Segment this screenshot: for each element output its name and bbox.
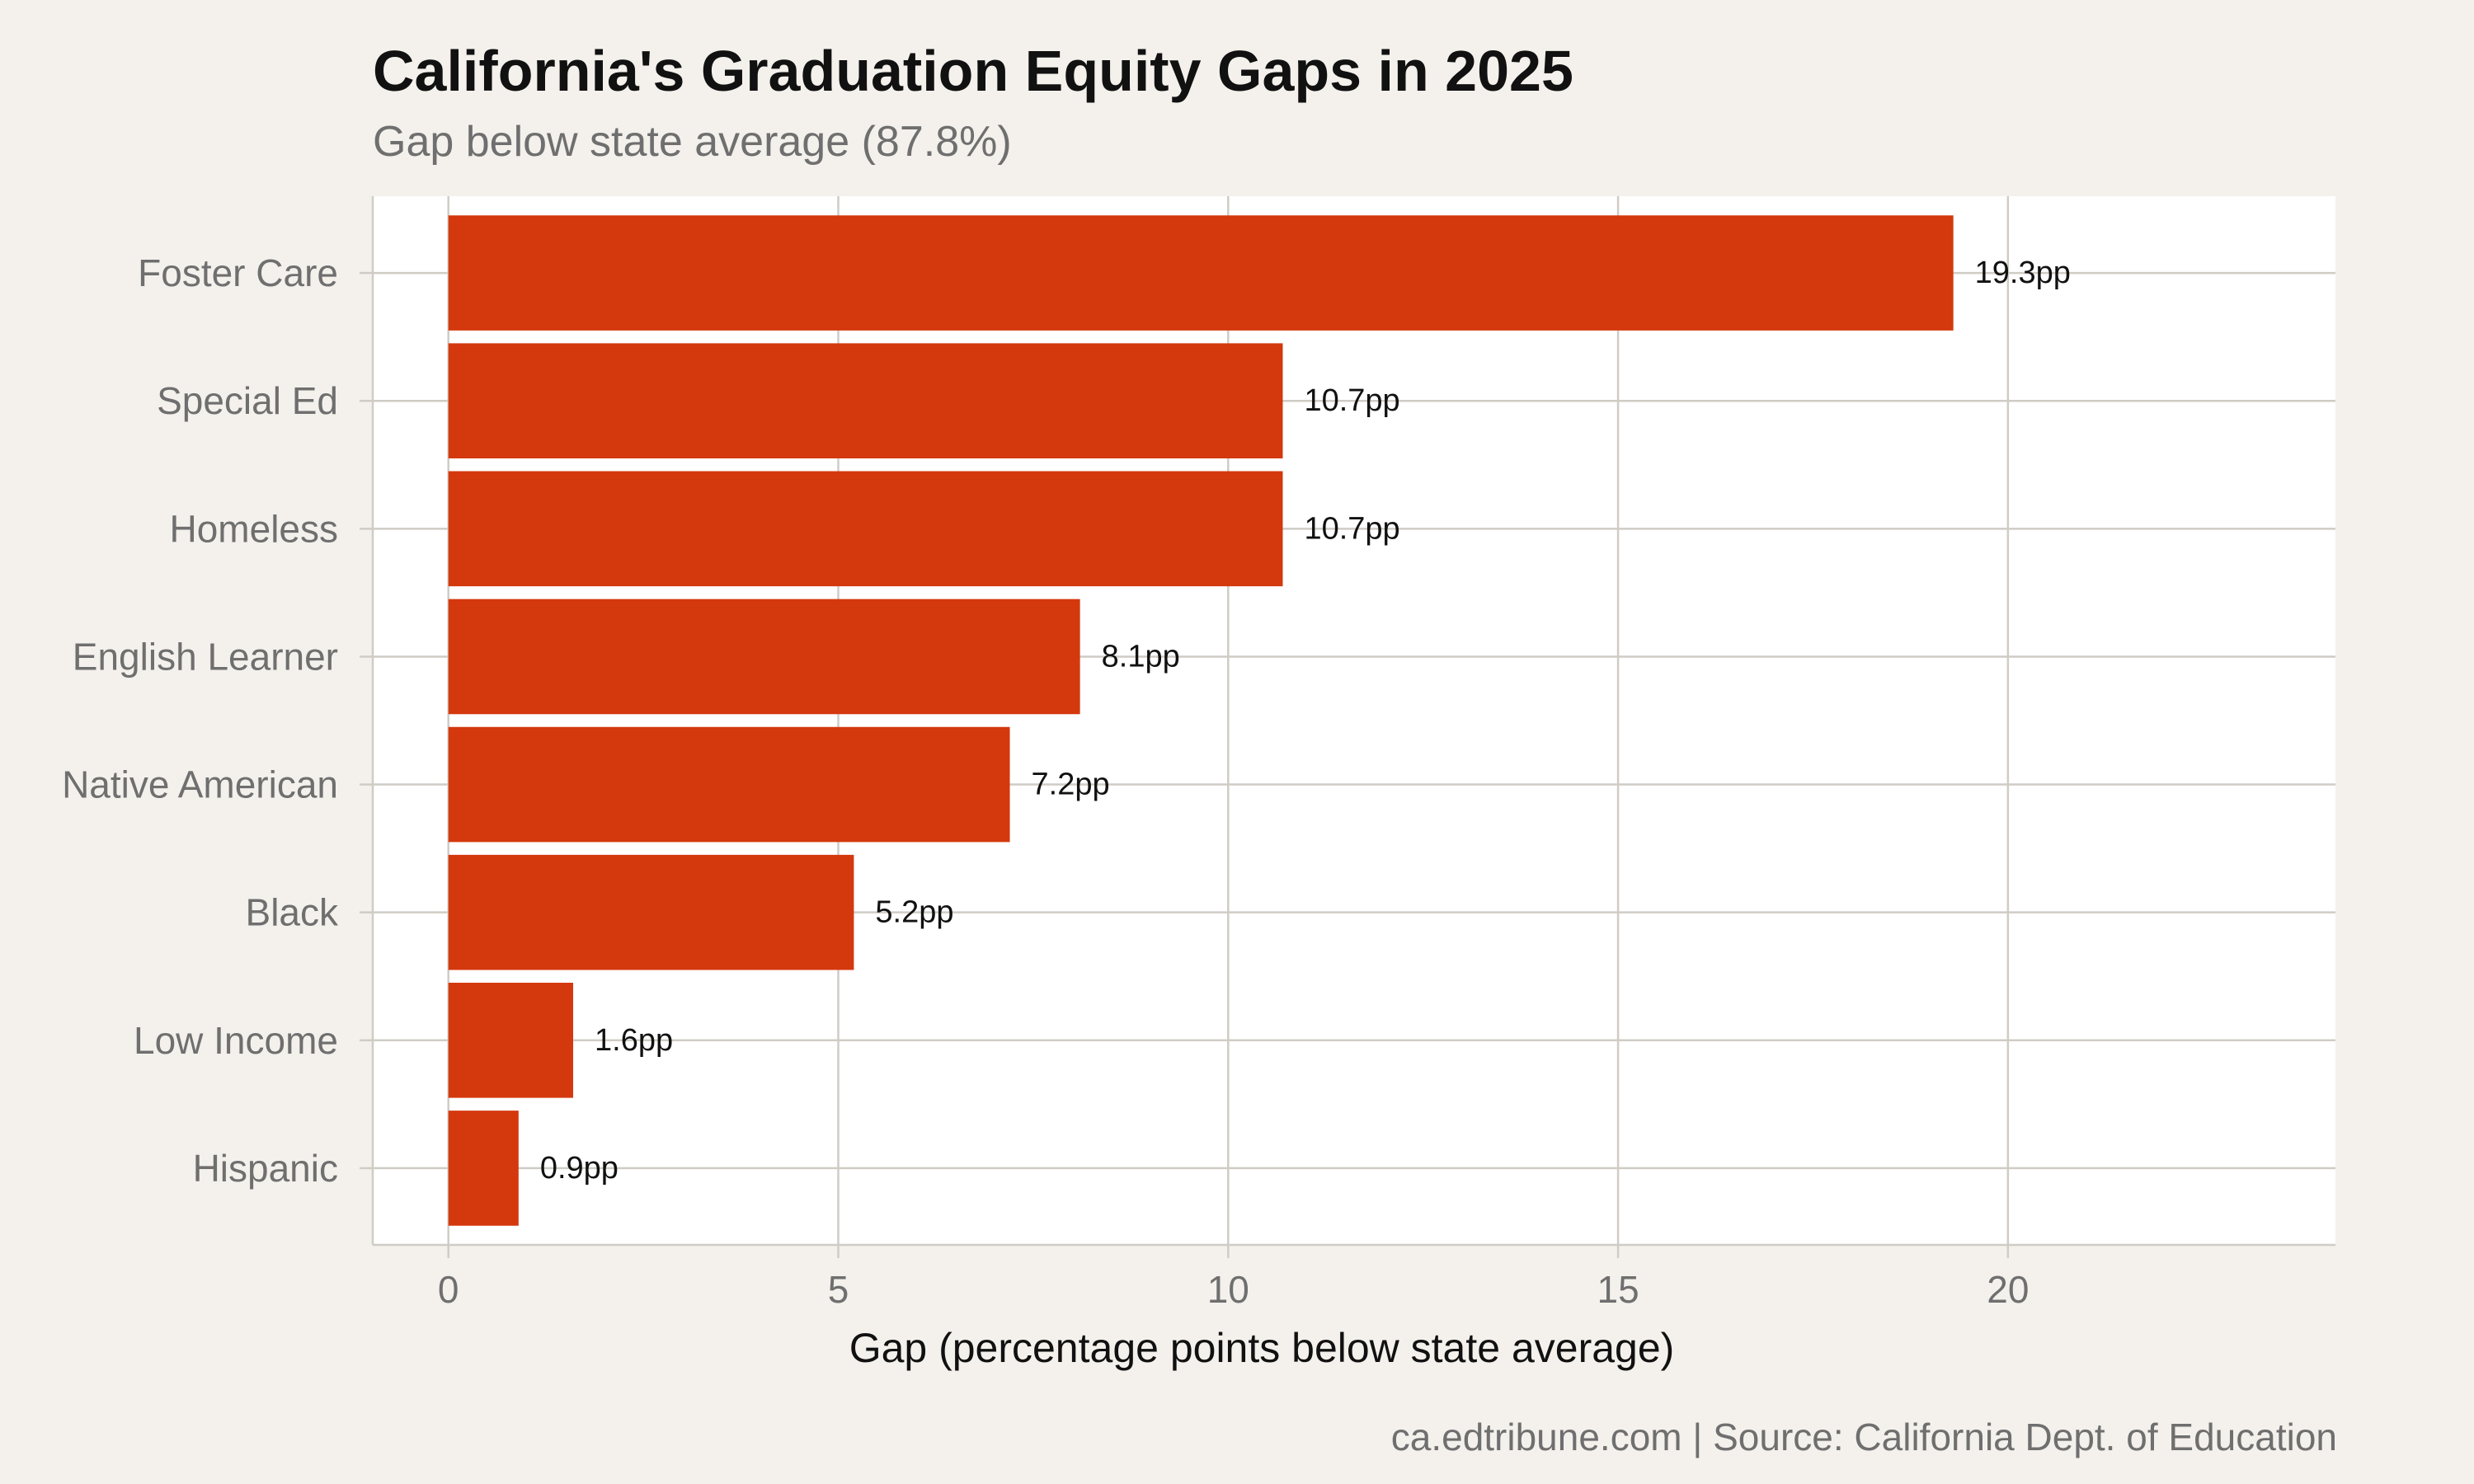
bar-english-learner bbox=[448, 599, 1080, 715]
bar-value-labels: 19.3pp 10.7pp 10.7pp 8.1pp 7.2pp 5.2pp 1.6pp 0.… bbox=[540, 256, 2071, 1186]
bar-black bbox=[448, 854, 854, 970]
y-tick-label: English Learner bbox=[73, 635, 338, 678]
y-tick-label: Foster Care bbox=[138, 251, 338, 294]
x-axis-tick-labels: 0 5 10 15 20 bbox=[438, 1245, 2029, 1311]
y-tick-label: Homeless bbox=[169, 507, 338, 550]
x-axis-title: Gap (percentage points below state avera… bbox=[849, 1325, 1675, 1371]
bars bbox=[448, 215, 1954, 1226]
x-tick-label: 5 bbox=[828, 1268, 849, 1311]
bar-hispanic bbox=[448, 1111, 519, 1226]
x-tick-label: 15 bbox=[1597, 1268, 1639, 1311]
bar-low-income bbox=[448, 983, 574, 1098]
chart-subtitle: Gap below state average (87.8%) bbox=[373, 118, 1012, 166]
chart-caption: ca.edtribune.com | Source: California De… bbox=[1390, 1416, 2337, 1458]
y-axis-tick-labels: Foster Care Special Ed Homeless English Lea… bbox=[62, 251, 373, 1190]
x-tick-label: 10 bbox=[1207, 1268, 1249, 1311]
bar-homeless bbox=[448, 471, 1283, 587]
x-tick-label: 20 bbox=[1987, 1268, 2029, 1311]
bar-foster-care bbox=[448, 215, 1954, 331]
bar-value-label: 1.6pp bbox=[595, 1023, 673, 1058]
x-tick-label: 0 bbox=[438, 1268, 459, 1311]
bar-value-label: 8.1pp bbox=[1102, 639, 1180, 674]
y-tick-label: Native American bbox=[62, 763, 338, 806]
y-tick-label: Special Ed bbox=[157, 379, 338, 422]
bar-value-label: 7.2pp bbox=[1032, 768, 1110, 802]
bar-value-label: 10.7pp bbox=[1304, 511, 1399, 546]
bar-value-label: 10.7pp bbox=[1304, 383, 1399, 418]
y-tick-label: Black bbox=[246, 891, 339, 934]
bar-special-ed bbox=[448, 343, 1283, 458]
bar-native-american bbox=[448, 726, 1010, 843]
chart-title: California's Graduation Equity Gaps in 2… bbox=[373, 39, 1573, 103]
bar-value-label: 0.9pp bbox=[540, 1151, 618, 1186]
bar-value-label: 19.3pp bbox=[1975, 256, 2071, 290]
y-tick-label: Low Income bbox=[134, 1019, 338, 1062]
y-tick-label: Hispanic bbox=[193, 1147, 338, 1190]
bar-value-label: 5.2pp bbox=[875, 895, 953, 930]
